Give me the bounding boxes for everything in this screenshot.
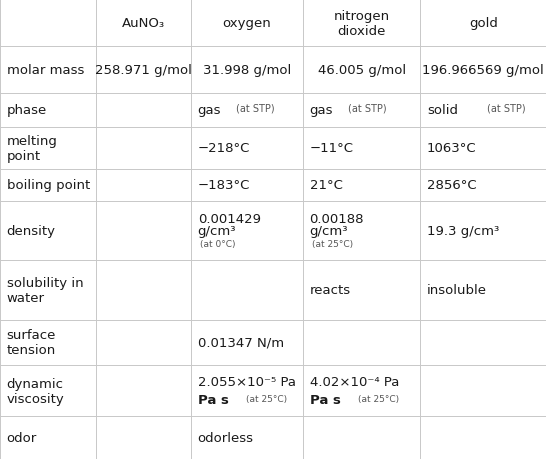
Text: 21°C: 21°C: [310, 179, 342, 192]
Text: 0.00188: 0.00188: [310, 213, 364, 225]
Text: phase: phase: [7, 104, 47, 117]
Text: −183°C: −183°C: [198, 179, 250, 192]
Text: gas: gas: [198, 104, 221, 117]
Text: 2856°C: 2856°C: [427, 179, 477, 192]
Text: boiling point: boiling point: [7, 179, 90, 192]
Text: AuNO₃: AuNO₃: [122, 17, 165, 30]
Text: molar mass: molar mass: [7, 64, 84, 77]
Text: solid: solid: [427, 104, 458, 117]
Text: density: density: [7, 224, 56, 237]
Text: 2.055×10⁻⁵ Pa: 2.055×10⁻⁵ Pa: [198, 375, 295, 388]
Text: 4.02×10⁻⁴ Pa: 4.02×10⁻⁴ Pa: [310, 375, 399, 388]
Text: (at 25°C): (at 25°C): [312, 239, 353, 248]
Text: Pa s: Pa s: [198, 393, 229, 406]
Text: odorless: odorless: [198, 431, 254, 444]
Text: −11°C: −11°C: [310, 142, 354, 155]
Text: solubility in
water: solubility in water: [7, 276, 83, 304]
Text: 0.001429: 0.001429: [198, 213, 260, 225]
Text: (at 25°C): (at 25°C): [358, 394, 399, 403]
Text: dynamic
viscosity: dynamic viscosity: [7, 377, 64, 405]
Text: (at 0°C): (at 0°C): [200, 239, 236, 248]
Text: Pa s: Pa s: [310, 393, 341, 406]
Text: 196.966569 g/mol: 196.966569 g/mol: [423, 64, 544, 77]
Text: 31.998 g/mol: 31.998 g/mol: [203, 64, 291, 77]
Text: gold: gold: [469, 17, 497, 30]
Text: (at STP): (at STP): [236, 103, 274, 113]
Text: (at STP): (at STP): [488, 103, 526, 113]
Text: surface
tension: surface tension: [7, 329, 56, 357]
Text: 1063°C: 1063°C: [427, 142, 477, 155]
Text: nitrogen
dioxide: nitrogen dioxide: [334, 10, 390, 38]
Text: reacts: reacts: [310, 284, 351, 297]
Text: oxygen: oxygen: [223, 17, 271, 30]
Text: g/cm³: g/cm³: [310, 224, 348, 237]
Text: gas: gas: [310, 104, 333, 117]
Text: insoluble: insoluble: [427, 284, 487, 297]
Text: g/cm³: g/cm³: [198, 224, 236, 237]
Text: −218°C: −218°C: [198, 142, 250, 155]
Text: 0.01347 N/m: 0.01347 N/m: [198, 336, 284, 349]
Text: 258.971 g/mol: 258.971 g/mol: [95, 64, 192, 77]
Text: odor: odor: [7, 431, 37, 444]
Text: (at 25°C): (at 25°C): [246, 394, 287, 403]
Text: (at STP): (at STP): [348, 103, 386, 113]
Text: 46.005 g/mol: 46.005 g/mol: [318, 64, 406, 77]
Text: 19.3 g/cm³: 19.3 g/cm³: [427, 224, 499, 237]
Text: melting
point: melting point: [7, 134, 57, 162]
